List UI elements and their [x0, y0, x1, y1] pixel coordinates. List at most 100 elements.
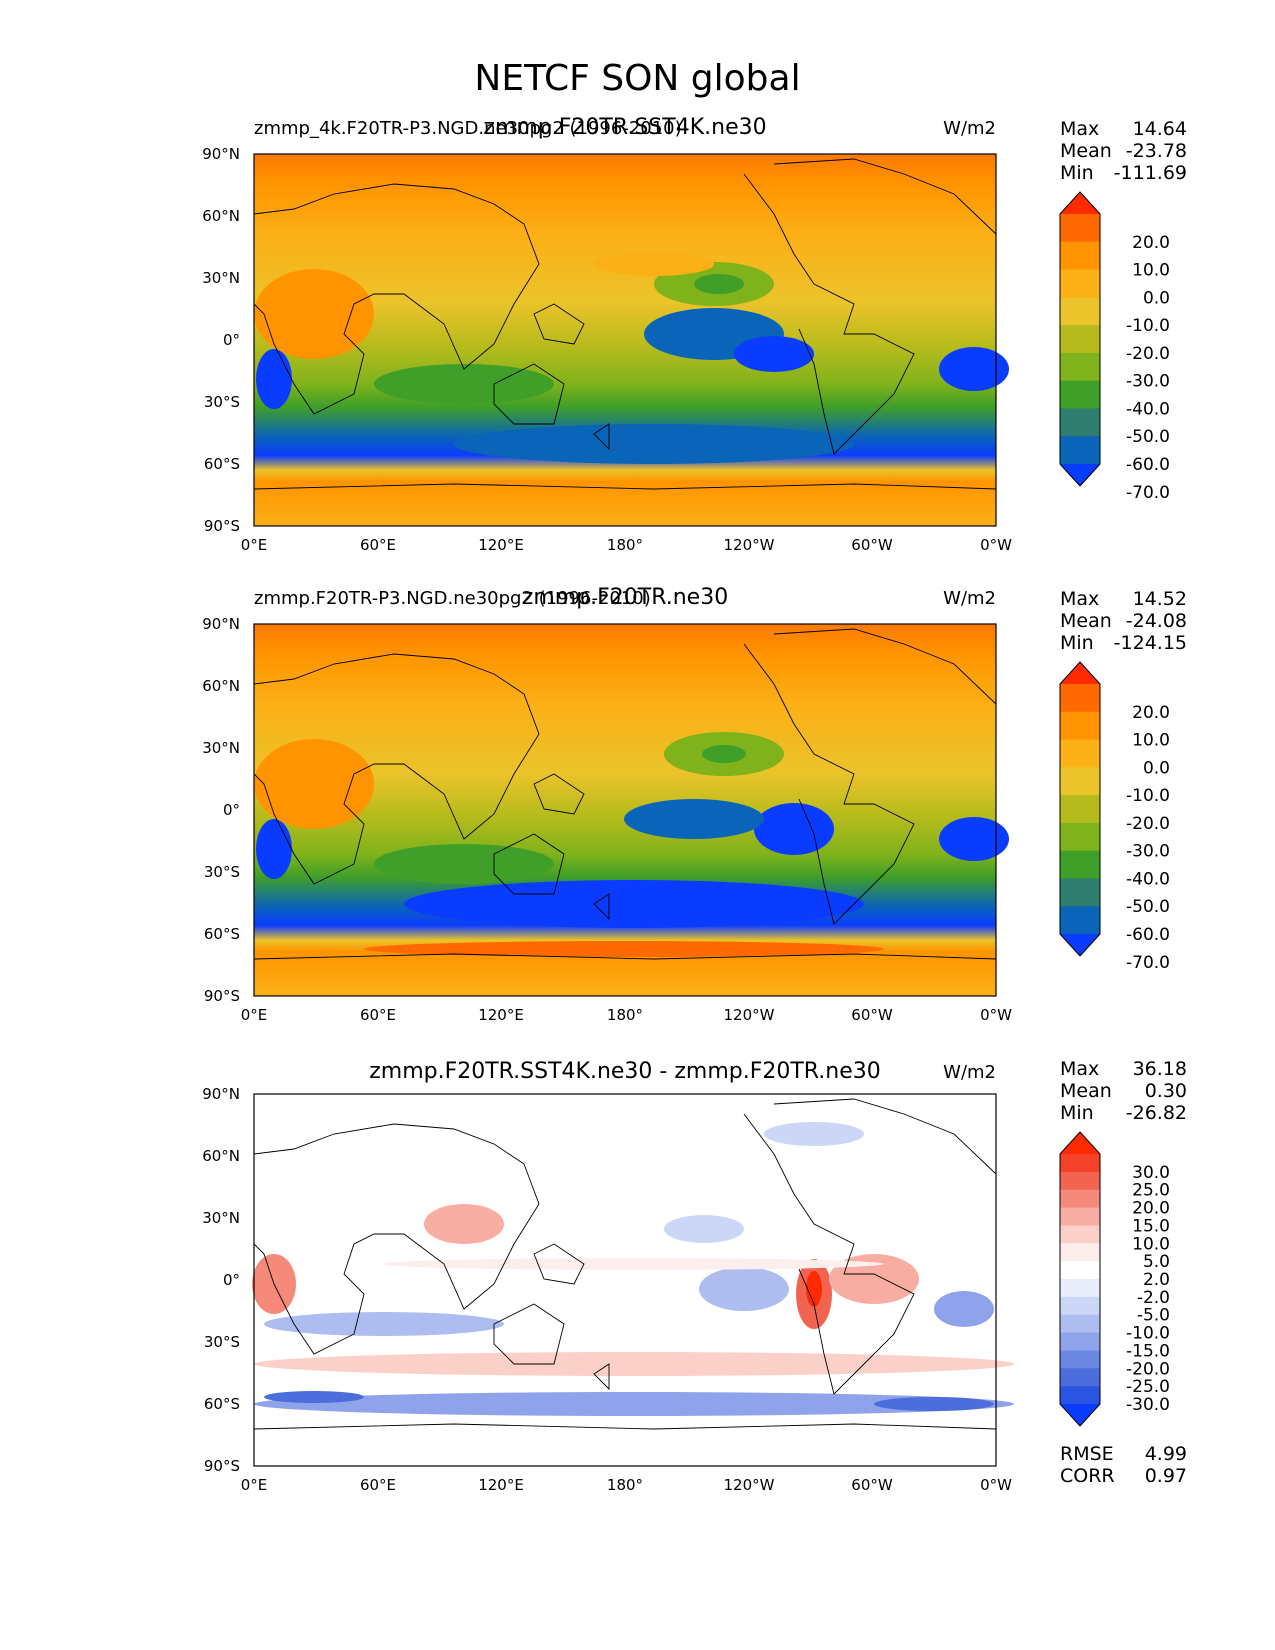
colorbar-swatch — [1060, 352, 1100, 382]
svg-text:0°E: 0°E — [241, 1006, 268, 1024]
svg-text:60°E: 60°E — [360, 1006, 396, 1024]
lat-axis: 90°N 60°N 30°N 0° 30°S 60°S 90°S — [202, 615, 240, 1005]
colorbar-tick-label: 20.0 — [1132, 1199, 1170, 1219]
colorbar-tick-label: -10.0 — [1126, 316, 1170, 336]
colorbar-swatch — [1060, 1279, 1100, 1298]
map-frame — [253, 153, 997, 527]
colorbar-swatch — [1060, 1154, 1100, 1173]
svg-text:120°W: 120°W — [724, 1006, 775, 1024]
colorbar-swatch — [1060, 1314, 1100, 1334]
svg-text:0°: 0° — [223, 1271, 240, 1289]
colorbar-tick-label: 10.0 — [1132, 1234, 1170, 1254]
panel-units: W/m2 — [943, 1062, 996, 1083]
svg-text:60°W: 60°W — [851, 1006, 893, 1024]
colorbar-tick-label: 20.0 — [1132, 703, 1170, 723]
map-panel-test: zmmp_4k.F20TR-P3.NGD.ne30pg2 (1996-2010)… — [0, 110, 1275, 580]
colorbar-swatch — [1060, 878, 1100, 907]
colorbar-swatch — [1060, 1296, 1100, 1316]
figure-title: NETCF SON global — [474, 58, 801, 99]
colorbar-tick-label: 25.0 — [1132, 1181, 1170, 1201]
difference-blobs — [252, 1122, 1014, 1416]
panel-center-label: zmmp.F20TR.SST4K.ne30 — [483, 115, 766, 140]
map-field — [254, 624, 996, 996]
svg-text:30°N: 30°N — [202, 269, 240, 287]
colorbar-extend-bottom — [1060, 934, 1100, 956]
lon-axis: 0°E 60°E 120°E 180° 120°W 60°W 0°W — [241, 1006, 1012, 1024]
colorbar-tick-label: 15.0 — [1132, 1216, 1170, 1236]
svg-text:90°N: 90°N — [202, 615, 240, 633]
svg-text:120°W: 120°W — [724, 1476, 775, 1494]
colorbar-tick-label: -30.0 — [1126, 842, 1170, 862]
lon-axis: 0°E 60°E 120°E 180° 120°W 60°W 0°W — [241, 536, 1012, 554]
svg-text:0°W: 0°W — [980, 1006, 1012, 1024]
colorbar-tick-label: 20.0 — [1132, 233, 1170, 253]
svg-text:30°S: 30°S — [204, 863, 240, 881]
colorbar-extend-bottom — [1060, 464, 1100, 486]
svg-text:90°S: 90°S — [204, 1457, 240, 1475]
panel-reference-svg: zmmp.F20TR-P3.NGD.ne30pg2 (1996-2010) zm… — [202, 585, 1170, 1024]
svg-text:60°N: 60°N — [202, 677, 240, 695]
colorbar-swatch — [1060, 436, 1100, 465]
colorbar-swatch — [1060, 380, 1100, 409]
colorbar-swatch — [1060, 1243, 1100, 1262]
panel-left-label: zmmp_4k.F20TR-P3.NGD.ne30pg2 (1996-2010) — [254, 118, 682, 139]
svg-text:90°N: 90°N — [202, 1085, 240, 1103]
colorbar-tick-label: -20.0 — [1126, 814, 1170, 834]
colorbar-extend-top — [1060, 662, 1100, 684]
colorbar-extend-top — [1060, 192, 1100, 214]
colorbar-swatch — [1060, 850, 1100, 879]
svg-text:0°W: 0°W — [980, 536, 1012, 554]
svg-text:120°E: 120°E — [478, 1006, 524, 1024]
svg-text:60°W: 60°W — [851, 536, 893, 554]
svg-text:30°N: 30°N — [202, 739, 240, 757]
colorbar-tick-label: 30.0 — [1132, 1163, 1170, 1183]
panel-left-label: zmmp.F20TR-P3.NGD.ne30pg2 (1996-2010) — [254, 588, 651, 609]
svg-text:60°N: 60°N — [202, 207, 240, 225]
colorbar-swatch — [1060, 1225, 1100, 1244]
colorbar-swatch — [1060, 711, 1100, 741]
colorbar-swatch — [1060, 739, 1100, 768]
svg-text:30°S: 30°S — [204, 393, 240, 411]
colorbar-tick-label: -10.0 — [1126, 786, 1170, 806]
map-panel-difference: zmmp.F20TR.SST4K.ne30 - zmmp.F20TR.ne30 … — [0, 1050, 1275, 1520]
colorbar-swatch — [1060, 214, 1100, 243]
svg-text:180°: 180° — [607, 536, 643, 554]
colorbar-swatch — [1060, 325, 1100, 354]
colorbar-swatch — [1060, 408, 1100, 437]
svg-text:120°W: 120°W — [724, 536, 775, 554]
coastlines — [253, 1098, 997, 1430]
panel-extra-stats: RMSE 4.99 CORR 0.97 — [1060, 1443, 1187, 1487]
colorbar-swatch — [1060, 269, 1100, 298]
colorbar-extend-bottom — [1060, 1404, 1100, 1426]
lat-axis: 90°N 60°N 30°N 0° 30°S 60°S 90°S — [202, 145, 240, 535]
map-frame — [253, 623, 997, 997]
svg-text:60°E: 60°E — [360, 1476, 396, 1494]
cloud-forcing-blobs — [254, 732, 1009, 957]
colorbar-tick-label: -70.0 — [1126, 483, 1170, 503]
colorbar-outline — [1059, 191, 1101, 487]
panel-stats: Max 36.18 Mean 0.30 Min -26.82 — [1060, 1058, 1187, 1124]
coastlines — [253, 158, 997, 490]
colorbar-swatch — [1060, 1189, 1100, 1209]
lon-axis: 0°E 60°E 120°E 180° 120°W 60°W 0°W — [241, 1476, 1012, 1494]
colorbar-extend-top — [1060, 1132, 1100, 1154]
panel-center-label: zmmp.F20TR.ne30 — [522, 585, 728, 610]
svg-text:60°E: 60°E — [360, 536, 396, 554]
colorbar-tick-label: -70.0 — [1126, 953, 1170, 973]
colorbar-tick-label: -30.0 — [1126, 372, 1170, 392]
colorbar-tick-label: -30.0 — [1126, 1395, 1170, 1415]
colorbar-swatch — [1060, 1261, 1100, 1280]
coastlines — [253, 628, 997, 960]
svg-text:30°S: 30°S — [204, 1333, 240, 1351]
colorbar-swatch — [1060, 906, 1100, 935]
svg-text:120°E: 120°E — [478, 536, 524, 554]
colorbar-tick-label: -50.0 — [1126, 427, 1170, 447]
colorbar-tick-label: -50.0 — [1126, 897, 1170, 917]
svg-text:0°W: 0°W — [980, 1476, 1012, 1494]
colorbar-swatch — [1060, 1350, 1100, 1369]
panel-stats: Max 14.52 Mean -24.08 Min -124.15 — [1060, 588, 1187, 654]
map-frame — [253, 1093, 997, 1467]
svg-text:0°E: 0°E — [241, 536, 268, 554]
colorbar-tick-label: 5.0 — [1143, 1252, 1170, 1272]
colorbar-tick-label: -20.0 — [1126, 1359, 1170, 1379]
